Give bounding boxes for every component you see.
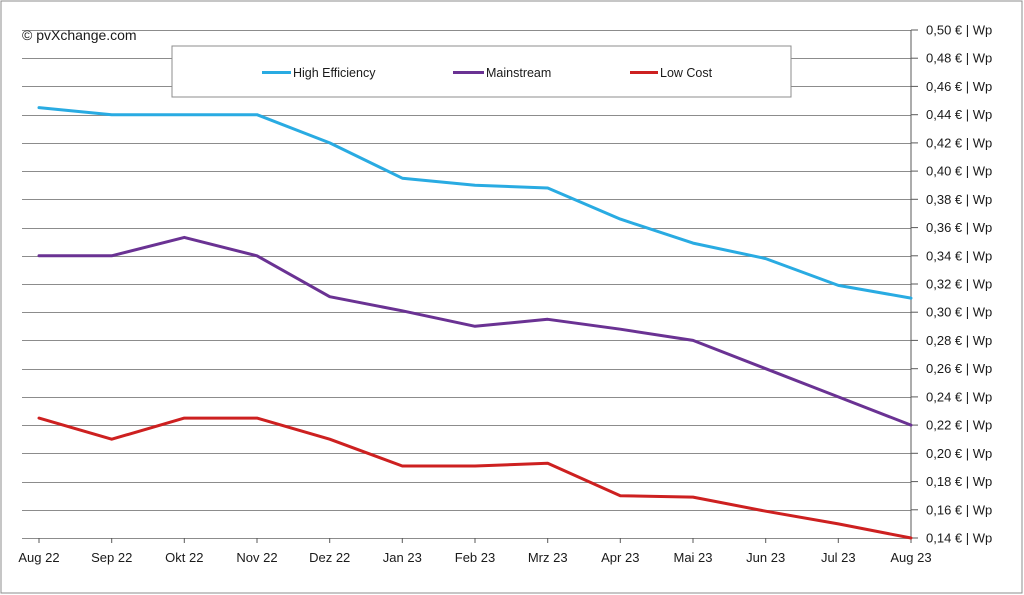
svg-text:Okt 22: Okt 22 [165,550,203,565]
svg-text:Apr 23: Apr 23 [601,550,639,565]
svg-text:0,40 € | Wp: 0,40 € | Wp [926,164,992,179]
svg-text:Nov 22: Nov 22 [236,550,277,565]
svg-text:0,16 € | Wp: 0,16 € | Wp [926,502,992,517]
svg-text:0,38 € | Wp: 0,38 € | Wp [926,192,992,207]
svg-text:0,50 € | Wp: 0,50 € | Wp [926,23,992,38]
svg-text:Sep 22: Sep 22 [91,550,132,565]
svg-text:Feb 23: Feb 23 [455,550,495,565]
svg-text:Jan 23: Jan 23 [383,550,422,565]
svg-text:High Efficiency: High Efficiency [293,66,376,80]
svg-text:Dez 22: Dez 22 [309,550,350,565]
svg-text:Low Cost: Low Cost [660,66,713,80]
svg-text:Jul 23: Jul 23 [821,550,856,565]
svg-text:Mai 23: Mai 23 [673,550,712,565]
svg-text:0,30 € | Wp: 0,30 € | Wp [926,305,992,320]
svg-text:0,44 € | Wp: 0,44 € | Wp [926,107,992,122]
svg-text:0,28 € | Wp: 0,28 € | Wp [926,333,992,348]
svg-text:0,36 € | Wp: 0,36 € | Wp [926,220,992,235]
svg-text:0,32 € | Wp: 0,32 € | Wp [926,277,992,292]
svg-text:0,46 € | Wp: 0,46 € | Wp [926,79,992,94]
svg-text:0,24 € | Wp: 0,24 € | Wp [926,389,992,404]
svg-text:0,20 € | Wp: 0,20 € | Wp [926,446,992,461]
svg-text:Mrz 23: Mrz 23 [528,550,568,565]
svg-text:0,14 € | Wp: 0,14 € | Wp [926,531,992,546]
svg-text:Aug 23: Aug 23 [890,550,931,565]
svg-text:0,18 € | Wp: 0,18 € | Wp [926,474,992,489]
svg-text:0,48 € | Wp: 0,48 € | Wp [926,51,992,66]
svg-text:0,34 € | Wp: 0,34 € | Wp [926,248,992,263]
svg-text:Jun 23: Jun 23 [746,550,785,565]
svg-text:Mainstream: Mainstream [486,66,551,80]
svg-text:0,42 € | Wp: 0,42 € | Wp [926,135,992,150]
svg-text:0,22 € | Wp: 0,22 € | Wp [926,418,992,433]
svg-text:Aug 22: Aug 22 [18,550,59,565]
svg-text:0,26 € | Wp: 0,26 € | Wp [926,361,992,376]
